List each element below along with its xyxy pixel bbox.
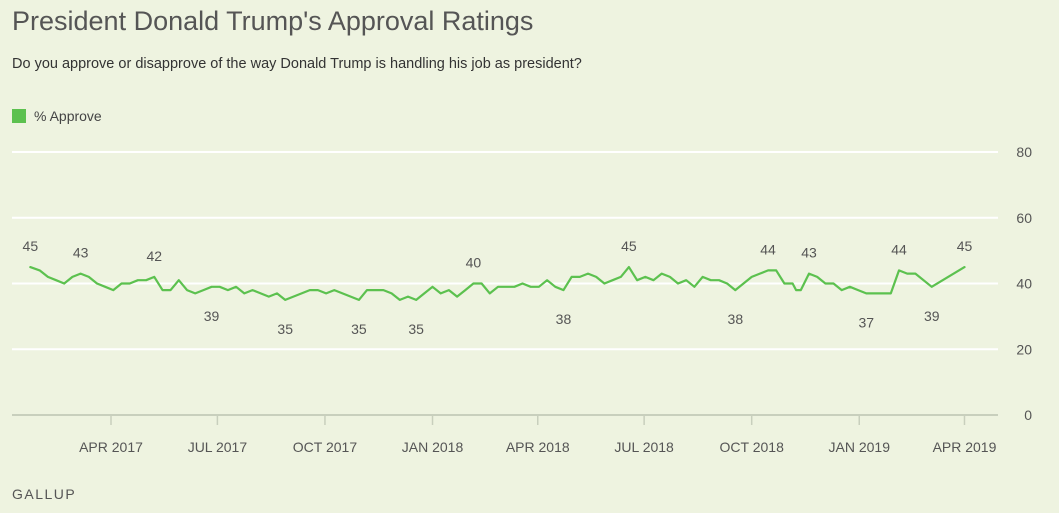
data-label: 38	[556, 311, 572, 327]
legend-label: % Approve	[34, 108, 102, 124]
data-label: 35	[277, 321, 293, 337]
y-tick-label: 60	[1016, 210, 1032, 226]
chart-title: President Donald Trump's Approval Rating…	[12, 6, 534, 36]
x-tick-label: JUL 2017	[188, 439, 248, 455]
x-tick-label: APR 2018	[506, 439, 570, 455]
data-label: 43	[73, 245, 89, 261]
x-tick-label: OCT 2018	[720, 439, 785, 455]
data-label: 44	[760, 241, 776, 257]
x-tick-label: OCT 2017	[293, 439, 358, 455]
legend: % Approve	[12, 108, 102, 124]
chart-subtitle: Do you approve or disapprove of the way …	[12, 56, 582, 72]
x-axis: APR 2017 JUL 2017 OCT 2017 JAN 2018 APR 2018…	[79, 415, 997, 455]
data-label: 38	[728, 311, 744, 327]
data-label: 39	[204, 308, 220, 324]
x-tick-label: JUL 2018	[614, 439, 674, 455]
x-tick-label: JAN 2018	[402, 439, 464, 455]
x-tick-label: APR 2017	[79, 439, 143, 455]
data-label: 45	[23, 238, 39, 254]
source-label: GALLUP	[12, 486, 77, 502]
y-tick-label: 0	[1024, 407, 1032, 423]
y-tick-label: 80	[1016, 144, 1032, 160]
x-tick-label: JAN 2019	[829, 439, 891, 455]
data-label: 37	[858, 314, 874, 330]
data-label: 43	[801, 245, 817, 261]
series-line-group	[29, 266, 966, 301]
data-label: 35	[351, 321, 367, 337]
legend-swatch	[12, 109, 26, 123]
series-line	[29, 266, 966, 301]
data-label: 40	[466, 255, 482, 271]
data-label: 45	[957, 238, 973, 254]
data-label: 35	[408, 321, 424, 337]
data-labels: 45 43 42 39 35 35 35 40 38 45 38 44 43 37 44 39 45	[23, 238, 973, 337]
data-label: 42	[146, 248, 162, 264]
data-label: 39	[924, 308, 940, 324]
data-label: 44	[891, 241, 907, 257]
y-tick-label: 40	[1016, 276, 1032, 292]
data-label: 45	[621, 238, 637, 254]
x-tick-label: APR 2019	[933, 439, 997, 455]
y-tick-label: 20	[1016, 341, 1032, 357]
